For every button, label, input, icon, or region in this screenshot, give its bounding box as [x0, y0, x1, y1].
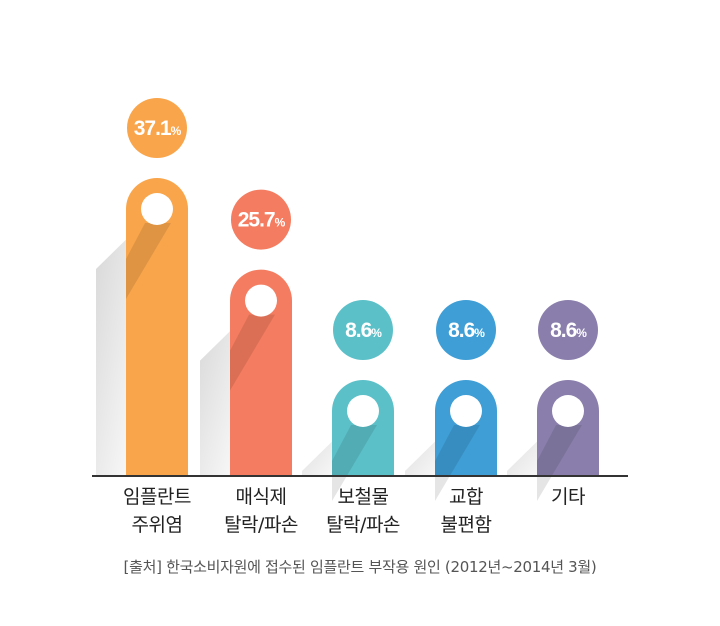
source-note: [출처] 한국소비자원에 접수된 임플란트 부작용 원인 (2012년~2014… [123, 558, 597, 576]
value-bubble [127, 98, 187, 158]
bar-inner-shadow [537, 425, 582, 501]
data-label-value: 8.6 [550, 319, 577, 342]
data-label: 8.6% [345, 319, 382, 342]
data-label: 25.7% [238, 209, 286, 232]
data-label: 8.6% [550, 319, 587, 342]
bar [230, 269, 292, 476]
bar-hole [347, 395, 379, 427]
bar [126, 178, 188, 476]
bar-inner-shadow [230, 314, 275, 391]
bar-hole [245, 284, 277, 317]
bar-inner-shadow [332, 425, 377, 501]
category-label: 주위염 [132, 514, 183, 536]
category-label: 교합 [449, 486, 483, 508]
data-label-value: 25.7 [238, 209, 275, 232]
bar [435, 380, 497, 476]
data-label-unit: % [275, 216, 286, 230]
category-label: 보철물 [338, 486, 389, 508]
value-bubble [333, 300, 393, 360]
data-label-value: 8.6 [345, 319, 372, 342]
bar-hole [552, 395, 584, 427]
data-label-value: 37.1 [134, 117, 172, 140]
value-bubble [538, 300, 598, 360]
value-bubble [231, 189, 291, 250]
bar [332, 380, 394, 476]
bar-hole [450, 395, 482, 427]
data-label-unit: % [474, 326, 485, 340]
category-label: 탈락/파손 [224, 514, 298, 536]
value-bubble [436, 300, 496, 360]
bar-inner-shadow [435, 425, 480, 501]
bar-inner-shadow [126, 223, 171, 299]
data-label-unit: % [371, 326, 382, 340]
bar [537, 380, 599, 476]
bar-hole [141, 193, 173, 225]
category-label: 임플란트 [123, 486, 191, 508]
data-label-value: 8.6 [448, 319, 475, 342]
category-label: 탈락/파손 [326, 514, 400, 536]
data-label-unit: % [576, 326, 587, 340]
data-label: 8.6% [448, 319, 485, 342]
category-label: 기타 [551, 486, 585, 508]
bar-shadow [200, 300, 251, 476]
category-label: 불편함 [441, 514, 492, 536]
bar-shadow [96, 209, 147, 476]
category-label: 매식제 [236, 486, 287, 508]
data-label: 37.1% [134, 117, 182, 140]
data-label-unit: % [171, 124, 182, 138]
